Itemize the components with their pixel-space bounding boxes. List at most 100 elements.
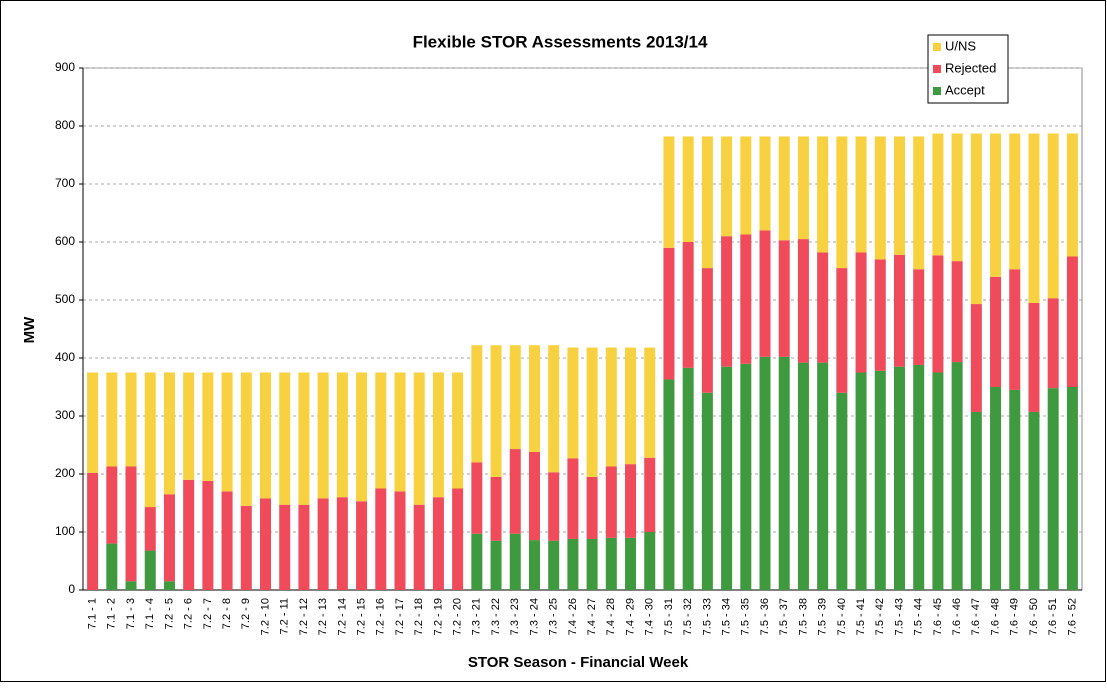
bar-segment [951,362,963,590]
bar-segment [394,372,406,492]
x-tick-label: 7.2 - 9 [240,598,252,629]
x-tick-label: 7.1 - 3 [125,598,137,629]
bar-segment [951,133,963,262]
bar-segment [836,268,848,393]
bar-segment [356,501,368,590]
bar-segment [951,261,963,363]
y-tick-label: 400 [55,350,75,364]
legend-swatch [933,87,941,95]
bar-segment [125,466,137,582]
x-tick-label: 7.6 - 48 [989,598,1001,635]
bar-segment [1066,387,1078,590]
bar-segment [874,259,886,371]
x-tick-label: 7.2 - 10 [259,598,271,635]
bar-segment [394,491,406,590]
bar-segment [163,494,175,582]
bar-segment [990,133,1002,277]
bar-segment [490,540,502,590]
plot-area [82,67,1083,591]
bar-segment [913,269,925,365]
legend-label: U/NS [945,38,976,53]
bar-segment [797,362,809,590]
bar-segment [183,372,195,480]
x-tick-label: 7.4 - 30 [644,598,656,635]
bar-segment [874,136,886,260]
x-tick-label: 7.2 - 14 [336,598,348,635]
bar-segment [260,498,272,590]
bar-segment [490,345,502,477]
y-tick-label: 200 [55,466,75,480]
bar-segment [970,304,982,412]
bar-segment [183,479,195,590]
bar-segment [721,236,733,367]
x-tick-label: 7.3 - 24 [528,598,540,635]
y-tick-label: 600 [55,234,75,248]
bar-segment [797,136,809,240]
bar-segment [759,356,771,590]
bar-segment [913,364,925,590]
bar-segment [567,347,579,459]
bar-segment [548,472,560,541]
bar-segment [548,345,560,473]
x-tick-label: 7.4 - 26 [567,598,579,635]
x-tick-label: 7.2 - 5 [163,598,175,629]
bar-segment [663,136,675,248]
y-tick-label: 0 [68,582,75,596]
bar-segment [240,372,252,506]
bar-segment [605,347,617,467]
x-tick-label: 7.6 - 51 [1047,598,1059,635]
bar-segment [721,366,733,590]
bar-segment [106,466,118,544]
bar-segment [509,533,521,590]
x-tick-label: 7.6 - 46 [951,598,963,635]
bar-segment [855,136,867,253]
x-tick-label: 7.4 - 29 [624,598,636,635]
x-tick-label: 7.2 - 8 [221,598,233,629]
x-tick-label: 7.2 - 16 [375,598,387,635]
bar-segment [990,387,1002,590]
x-tick-label: 7.4 - 27 [586,598,598,635]
bar-segment [202,480,214,590]
bar-segment [605,537,617,590]
y-tick-label: 900 [55,60,75,74]
legend-label: Rejected [945,60,996,75]
bar-segment [567,458,579,539]
bar-segment [586,476,598,539]
bar-segment [932,255,944,373]
bar-segment [1066,256,1078,387]
bar-segment [221,491,233,590]
bar-segment [913,136,925,270]
x-tick-label: 7.5 - 40 [836,598,848,635]
x-tick-label: 7.2 - 11 [279,598,291,635]
bar-segment [932,133,944,256]
bar-segment [163,581,175,590]
bar-segment [1047,388,1059,590]
x-tick-label: 7.5 - 34 [720,598,732,635]
bar-segment [144,372,156,508]
x-tick-label: 7.5 - 35 [740,598,752,635]
bar-segment [778,136,790,241]
legend-box [927,34,1009,104]
x-tick-label: 7.6 - 49 [1009,598,1021,635]
bar-segment [144,507,156,551]
bar-segment [528,540,540,590]
bar-segment [471,462,483,534]
bar-segment [87,472,99,590]
x-tick-label: 7.5 - 44 [913,598,925,635]
x-tick-label: 7.3 - 22 [490,598,502,635]
bar-segment [644,347,656,458]
bar-segment [163,372,175,495]
y-tick-label: 500 [55,292,75,306]
x-tick-label: 7.5 - 43 [893,598,905,635]
bar-segment [663,247,675,380]
bar-segment [893,136,905,255]
x-tick-label: 7.5 - 41 [855,598,867,635]
y-tick-label: 100 [55,524,75,538]
bar-segment [855,372,867,590]
bar-segment [932,372,944,590]
x-tick-label: 7.3 - 21 [471,598,483,635]
bar-segment [279,372,291,505]
bar-segment [701,392,713,590]
bar-segment [682,136,694,242]
